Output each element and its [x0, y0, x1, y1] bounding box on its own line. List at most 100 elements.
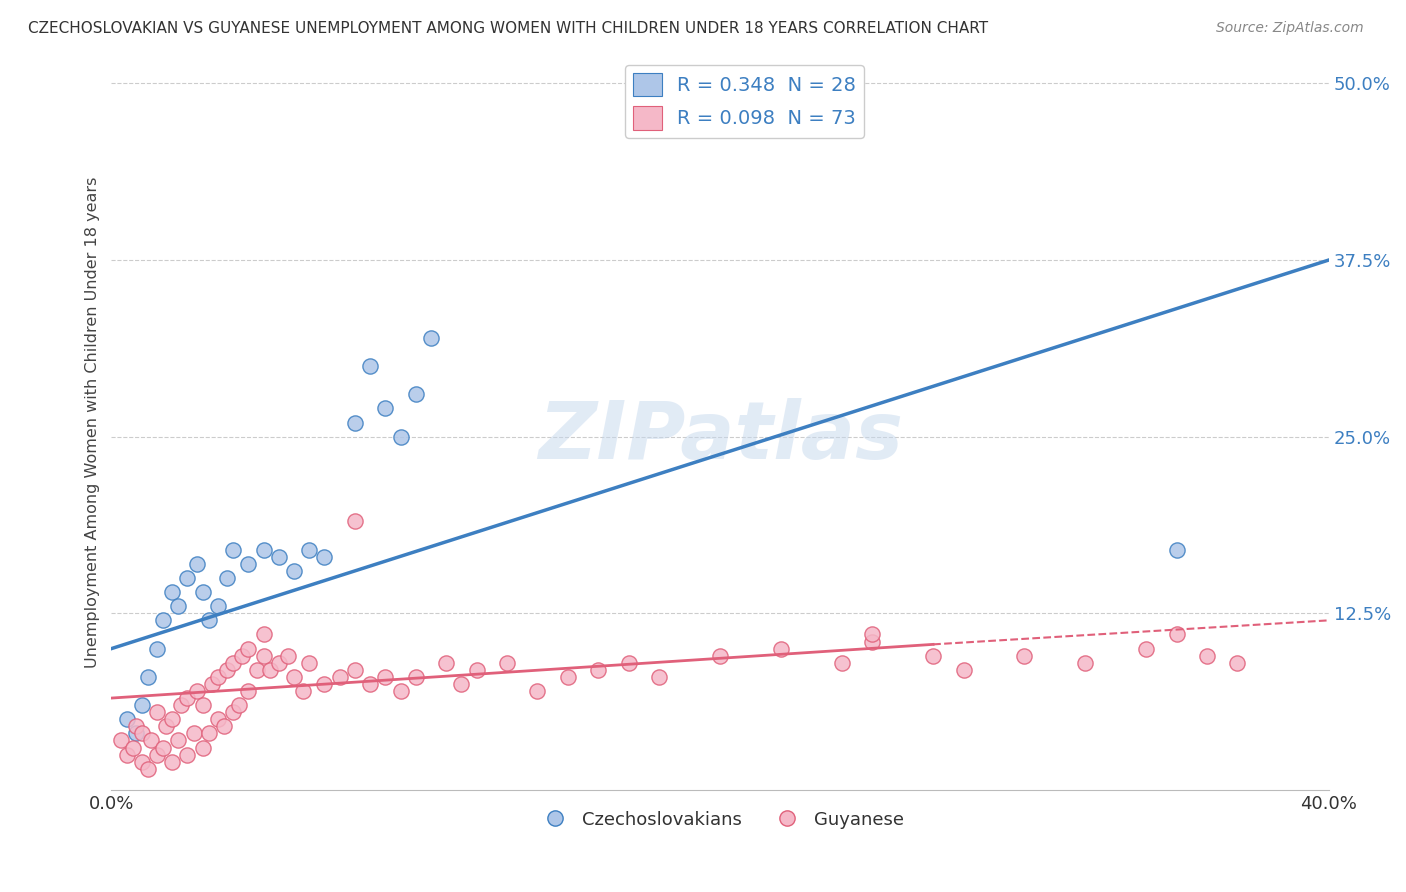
Point: [329, 670, 352, 684]
Point: [259, 663, 281, 677]
Point: [121, 740, 143, 755]
Point: [252, 542, 274, 557]
Point: [314, 677, 336, 691]
Point: [374, 401, 396, 416]
Point: [136, 670, 159, 684]
Text: Source: ZipAtlas.com: Source: ZipAtlas.com: [1216, 21, 1364, 35]
Point: [191, 698, 214, 713]
Point: [201, 677, 224, 691]
Y-axis label: Unemployment Among Women with Children Under 18 years: Unemployment Among Women with Children U…: [86, 177, 100, 668]
Point: [228, 698, 250, 713]
Point: [359, 677, 381, 691]
Point: [434, 656, 457, 670]
Point: [314, 549, 336, 564]
Point: [176, 747, 198, 762]
Point: [1166, 627, 1188, 641]
Point: [922, 648, 945, 663]
Point: [374, 670, 396, 684]
Point: [152, 740, 174, 755]
Point: [952, 663, 974, 677]
Point: [222, 656, 245, 670]
Point: [170, 698, 193, 713]
Point: [146, 747, 169, 762]
Point: [146, 641, 169, 656]
Point: [389, 684, 412, 698]
Point: [231, 648, 253, 663]
Point: [1074, 656, 1097, 670]
Point: [222, 705, 245, 719]
Point: [405, 387, 427, 401]
Point: [1135, 641, 1157, 656]
Point: [191, 740, 214, 755]
Point: [110, 733, 132, 747]
Point: [267, 549, 290, 564]
Point: [1014, 648, 1036, 663]
Point: [405, 670, 427, 684]
Point: [465, 663, 488, 677]
Point: [183, 726, 205, 740]
Point: [212, 719, 235, 733]
Point: [648, 670, 671, 684]
Point: [152, 613, 174, 627]
Point: [238, 684, 260, 698]
Point: [588, 663, 610, 677]
Point: [198, 726, 221, 740]
Point: [526, 684, 548, 698]
Point: [115, 747, 138, 762]
Point: [136, 762, 159, 776]
Point: [222, 542, 245, 557]
Point: [298, 542, 321, 557]
Point: [283, 670, 305, 684]
Point: [831, 656, 853, 670]
Point: [131, 726, 153, 740]
Point: [389, 430, 412, 444]
Point: [162, 585, 184, 599]
Point: [450, 677, 472, 691]
Point: [557, 670, 579, 684]
Point: [860, 627, 883, 641]
Point: [162, 712, 184, 726]
Point: [860, 634, 883, 648]
Point: [267, 656, 290, 670]
Point: [146, 705, 169, 719]
Point: [207, 670, 229, 684]
Point: [496, 656, 519, 670]
Point: [131, 698, 153, 713]
Point: [343, 416, 366, 430]
Point: [186, 684, 208, 698]
Point: [252, 648, 274, 663]
Legend: Czechoslovakians, Guyanese: Czechoslovakians, Guyanese: [529, 804, 911, 836]
Point: [191, 585, 214, 599]
Point: [125, 726, 148, 740]
Point: [769, 641, 792, 656]
Text: CZECHOSLOVAKIAN VS GUYANESE UNEMPLOYMENT AMONG WOMEN WITH CHILDREN UNDER 18 YEAR: CZECHOSLOVAKIAN VS GUYANESE UNEMPLOYMENT…: [28, 21, 988, 36]
Point: [176, 691, 198, 706]
Point: [167, 599, 190, 614]
Point: [176, 571, 198, 585]
Point: [115, 712, 138, 726]
Point: [343, 515, 366, 529]
Point: [1226, 656, 1249, 670]
Point: [131, 755, 153, 769]
Point: [617, 656, 640, 670]
Point: [298, 656, 321, 670]
Point: [207, 599, 229, 614]
Point: [709, 648, 731, 663]
Point: [359, 359, 381, 373]
Point: [125, 719, 148, 733]
Point: [186, 557, 208, 571]
Point: [1166, 542, 1188, 557]
Point: [277, 648, 299, 663]
Point: [252, 627, 274, 641]
Point: [155, 719, 177, 733]
Point: [238, 557, 260, 571]
Point: [1195, 648, 1218, 663]
Point: [207, 712, 229, 726]
Point: [246, 663, 269, 677]
Point: [139, 733, 162, 747]
Point: [238, 641, 260, 656]
Point: [167, 733, 190, 747]
Point: [162, 755, 184, 769]
Point: [215, 663, 238, 677]
Point: [343, 663, 366, 677]
